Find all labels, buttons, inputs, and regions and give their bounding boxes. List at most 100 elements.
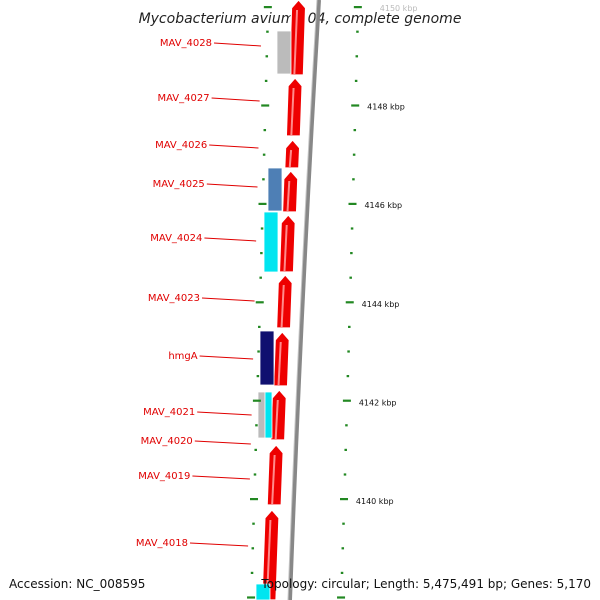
feature-steelblue-block — [267, 167, 283, 212]
cds-forward-arrow — [270, 389, 287, 441]
gene-label-leader — [201, 297, 255, 302]
scale-tick-outer — [349, 276, 352, 279]
scale-tick-inner — [254, 448, 257, 451]
scale-tick-inner — [262, 153, 266, 156]
gene-label: MAV_4026 — [155, 140, 207, 151]
gene-label: MAV_4018 — [136, 538, 188, 549]
gene-label: hmgA — [168, 351, 197, 362]
scale-tick-outer — [352, 153, 356, 156]
cds-highlight — [286, 180, 291, 212]
gene-label: MAV_4027 — [157, 93, 209, 104]
scale-tick-inner — [252, 522, 255, 525]
feature-cyan-block — [263, 211, 279, 273]
scale-tick-inner — [263, 129, 267, 132]
gene-label-leader — [209, 144, 259, 149]
scale-tick-inner — [262, 178, 265, 181]
scale-label: 4146 kbp — [364, 201, 402, 210]
gene-label-leader — [192, 475, 250, 480]
scale-tick-outer — [345, 424, 348, 427]
cds-highlight — [271, 454, 276, 505]
scale-tick-inner — [252, 399, 261, 402]
gene-label-leader — [206, 183, 258, 188]
cds-forward-arrow — [281, 170, 299, 213]
gene-label-leader — [194, 440, 251, 445]
scale-tick-inner — [266, 30, 269, 33]
scale-tick-inner — [250, 498, 259, 501]
scale-label: 4144 kbp — [362, 300, 400, 309]
cds-highlight — [283, 224, 288, 272]
scale-tick-inner — [247, 596, 256, 599]
gene-label-leader — [197, 411, 252, 416]
scale-tick-outer — [350, 252, 353, 255]
scale-tick-outer — [356, 30, 359, 33]
cds-forward-arrow — [278, 214, 296, 273]
cds-forward-arrow — [285, 77, 303, 137]
scale-tick-inner — [259, 276, 262, 279]
gene-label: MAV_4021 — [143, 407, 195, 418]
gene-label: MAV_4019 — [138, 471, 190, 482]
feature-cyan-block — [264, 391, 273, 439]
cds-highlight — [290, 87, 295, 136]
cds-highlight — [277, 341, 282, 386]
scale-tick-outer — [342, 522, 345, 525]
scale-tick-outer — [345, 301, 354, 304]
scale-tick-outer — [348, 325, 351, 328]
feature-gray-block — [276, 30, 292, 75]
scale-tick-inner — [260, 227, 264, 230]
scale-label: 4150 kbp — [380, 4, 418, 13]
scale-tick-outer — [343, 473, 347, 476]
scale-tick-outer — [348, 202, 357, 205]
feature-cyan-block — [255, 583, 271, 600]
scale-tick-outer — [346, 375, 350, 378]
scale-tick-inner — [258, 325, 261, 328]
scale-tick-inner — [265, 55, 269, 58]
scale-tick-outer — [342, 399, 351, 402]
scale-tick-inner — [256, 375, 260, 378]
gene-label-leader — [204, 237, 257, 242]
scale-tick-inner — [257, 350, 260, 353]
scale-tick-outer — [341, 547, 345, 550]
scale-tick-outer — [337, 596, 346, 599]
scale-label: 4142 kbp — [359, 398, 397, 407]
scale-tick-inner — [264, 79, 268, 82]
gene-label-leader — [199, 355, 254, 360]
feature-navy-block — [259, 330, 275, 386]
cds-forward-arrow — [288, 0, 307, 76]
scale-tick-outer — [344, 448, 347, 451]
scale-tick-outer — [355, 55, 359, 58]
scale-tick-inner — [251, 547, 255, 550]
scale-tick-inner — [250, 571, 254, 574]
tick-layer — [247, 6, 362, 599]
accession-text: Accession: NC_008595 — [9, 577, 146, 591]
scale-tick-inner — [255, 301, 264, 304]
cds-highlight — [293, 9, 299, 75]
cds-forward-arrow — [261, 509, 280, 600]
gene-label: MAV_4020 — [141, 436, 193, 447]
gene-label-leader — [211, 97, 260, 102]
scale-tick-outer — [353, 129, 357, 132]
topology-text: Topology: circular; Length: 5,475,491 bp… — [261, 577, 591, 591]
genome-backbone — [288, 0, 321, 600]
scale-tick-inner — [263, 6, 272, 9]
scale-tick-inner — [253, 473, 257, 476]
scale-tick-outer — [353, 6, 362, 9]
feature-layer — [255, 0, 307, 600]
scale-tick-outer — [340, 571, 344, 574]
gene-label: MAV_4024 — [150, 233, 202, 244]
scale-tick-outer — [352, 178, 355, 181]
gene-label-leader — [213, 42, 262, 47]
cds-highlight — [288, 149, 293, 168]
gene-label: MAV_4028 — [160, 38, 212, 49]
scale-tick-inner — [255, 424, 258, 427]
scale-label: 4140 kbp — [356, 497, 394, 506]
label-layer: 4150 kbp 4148 kbp 4146 kbp 4144 kbp 4142 kbp… — [136, 4, 418, 549]
scale-tick-outer — [350, 227, 354, 230]
cds-forward-arrow — [275, 274, 293, 329]
gene-label: MAV_4023 — [148, 293, 200, 304]
gene-label-leader — [189, 542, 249, 547]
cds-forward-arrow — [284, 139, 301, 169]
cds-forward-arrow — [266, 444, 284, 506]
genome-backbone-highlight — [287, 0, 318, 600]
cds-forward-arrow — [272, 331, 290, 387]
scale-tick-inner — [261, 104, 270, 107]
